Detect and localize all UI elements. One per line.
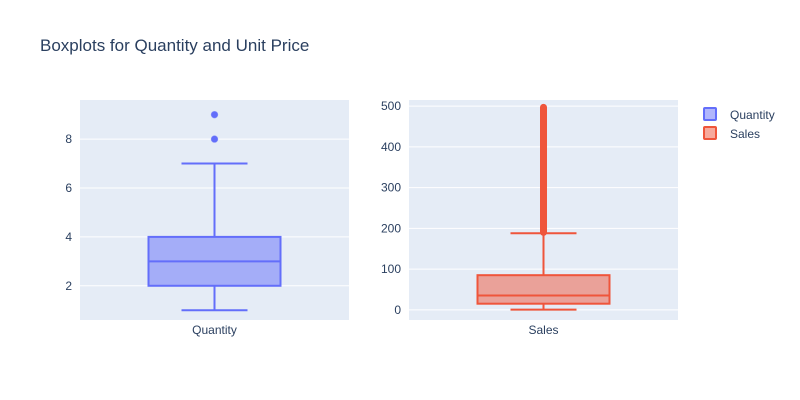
quantity-x-tick-label: Quantity: [192, 323, 237, 337]
y-tick-label: 2: [65, 279, 72, 293]
legend-label-quantity: Quantity: [730, 108, 775, 122]
y-tick-label: 6: [65, 181, 72, 195]
quantity-subplot: 2 4 6 8 Quantity: [65, 100, 349, 337]
quantity-boxplot[interactable]: [147, 110, 282, 312]
chart-title: Boxplots for Quantity and Unit Price: [40, 36, 309, 55]
sales-y-ticks: 0 100 200 300 400 500: [381, 99, 401, 317]
quantity-y-ticks: 2 4 6 8: [65, 132, 72, 293]
legend-swatch-quantity: [703, 107, 717, 121]
y-tick-label: 200: [381, 221, 401, 235]
legend-label-sales: Sales: [730, 127, 760, 141]
y-tick-label: 4: [65, 230, 72, 244]
y-tick-label: 400: [381, 140, 401, 154]
y-tick-label: 100: [381, 262, 401, 276]
y-tick-label: 8: [65, 132, 72, 146]
y-tick-label: 300: [381, 181, 401, 195]
legend-item-quantity[interactable]: Quantity: [703, 107, 775, 122]
sales-x-tick-label: Sales: [528, 323, 558, 337]
outlier-point: [210, 135, 219, 143]
outlier-point: [210, 110, 219, 119]
iqr-box: [476, 274, 611, 305]
legend-item-sales[interactable]: Sales: [703, 126, 760, 141]
legend: Quantity Sales: [703, 107, 775, 141]
sales-subplot: 0 100 200 300 400 500 Sales: [381, 99, 678, 337]
sales-boxplot[interactable]: [476, 103, 611, 311]
legend-swatch-sales: [703, 126, 717, 140]
y-tick-label: 0: [394, 303, 401, 317]
y-tick-label: 500: [381, 99, 401, 113]
